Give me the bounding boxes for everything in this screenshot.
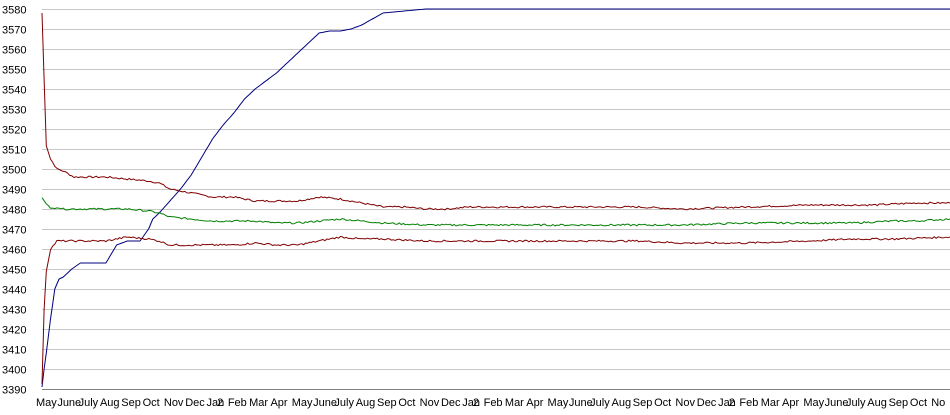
- x-tick-label: Sep: [889, 397, 909, 409]
- y-tick-label: 3540: [2, 85, 26, 97]
- x-tick-label: May: [36, 397, 57, 409]
- x-tick-label: Feb: [739, 397, 758, 409]
- y-tick-label: 3430: [2, 305, 26, 317]
- x-tick-label: May: [803, 397, 824, 409]
- x-tick-label: Oct: [143, 397, 160, 409]
- series-line-1: [41, 8, 950, 388]
- y-tick-label: 3570: [2, 25, 26, 37]
- chart-series: [41, 8, 950, 388]
- y-tick-label: 3510: [2, 145, 26, 157]
- x-tick-label: Dec: [697, 397, 717, 409]
- x-tick-label: May: [292, 397, 313, 409]
- x-tick-label: Mar: [505, 397, 524, 409]
- x-tick-label: Aug: [867, 397, 887, 409]
- x-tick-label: June: [313, 397, 337, 409]
- x-tick-label: Dec: [185, 397, 205, 409]
- x-tick-label: Dec: [441, 397, 461, 409]
- x-tick-label: Apr: [526, 397, 543, 409]
- x-tick-label: 2: [729, 397, 735, 409]
- x-tick-label: Jan: [718, 397, 736, 409]
- y-tick-label: 3460: [2, 245, 26, 257]
- y-tick-label: 3560: [2, 45, 26, 57]
- y-tick-label: 3500: [2, 165, 26, 177]
- y-tick-label: 3490: [2, 185, 26, 197]
- x-tick-label: Sep: [633, 397, 653, 409]
- x-tick-label: Oct: [398, 397, 415, 409]
- x-tick-label: July: [334, 397, 354, 409]
- y-tick-label: 3390: [2, 385, 26, 397]
- series-line-4: [41, 236, 950, 385]
- chart-gridlines: [42, 9, 950, 390]
- x-tick-label: July: [79, 397, 99, 409]
- x-tick-label: July: [846, 397, 866, 409]
- x-tick-label: July: [590, 397, 610, 409]
- x-tick-label: Nov: [675, 397, 695, 409]
- x-tick-label: Nov: [164, 397, 184, 409]
- y-tick-label: 3450: [2, 265, 26, 277]
- x-tick-label: Sep: [377, 397, 397, 409]
- y-tick-label: 3530: [2, 105, 26, 117]
- x-tick-label: 2: [217, 397, 223, 409]
- y-tick-label: 3410: [2, 345, 26, 357]
- x-tick-label: Aug: [100, 397, 120, 409]
- y-axis-tick-labels: 3390 3400 3410 3420 3430 3440 3450 3460 3470 3480…: [2, 5, 26, 397]
- x-tick-label: Sep: [121, 397, 141, 409]
- y-tick-label: 3520: [2, 125, 26, 137]
- x-tick-label: Oct: [654, 397, 671, 409]
- series-line-3: [41, 197, 950, 227]
- x-tick-label: Aug: [611, 397, 631, 409]
- x-tick-label: Nov: [420, 397, 440, 409]
- x-tick-label: June: [569, 397, 593, 409]
- x-tick-label: 2: [473, 397, 479, 409]
- x-tick-label: Apr: [270, 397, 287, 409]
- y-tick-label: 3580: [2, 5, 26, 17]
- x-tick-label: No: [931, 397, 945, 409]
- series-line-2: [41, 12, 950, 211]
- y-tick-label: 3550: [2, 65, 26, 77]
- x-tick-label: Jan: [207, 397, 225, 409]
- x-tick-label: June: [825, 397, 849, 409]
- x-tick-label: Feb: [228, 397, 247, 409]
- x-tick-label: Mar: [761, 397, 780, 409]
- x-tick-label: May: [548, 397, 569, 409]
- x-tick-label: Feb: [484, 397, 503, 409]
- x-tick-label: Apr: [782, 397, 799, 409]
- x-tick-label: June: [57, 397, 81, 409]
- x-tick-label: Aug: [356, 397, 376, 409]
- x-tick-label: Oct: [910, 397, 927, 409]
- x-tick-label: Jan: [462, 397, 480, 409]
- y-tick-label: 3400: [2, 365, 26, 377]
- y-tick-label: 3440: [2, 285, 26, 297]
- y-tick-label: 3420: [2, 325, 26, 337]
- x-tick-label: Mar: [249, 397, 268, 409]
- y-tick-label: 3470: [2, 225, 26, 237]
- y-tick-label: 3480: [2, 205, 26, 217]
